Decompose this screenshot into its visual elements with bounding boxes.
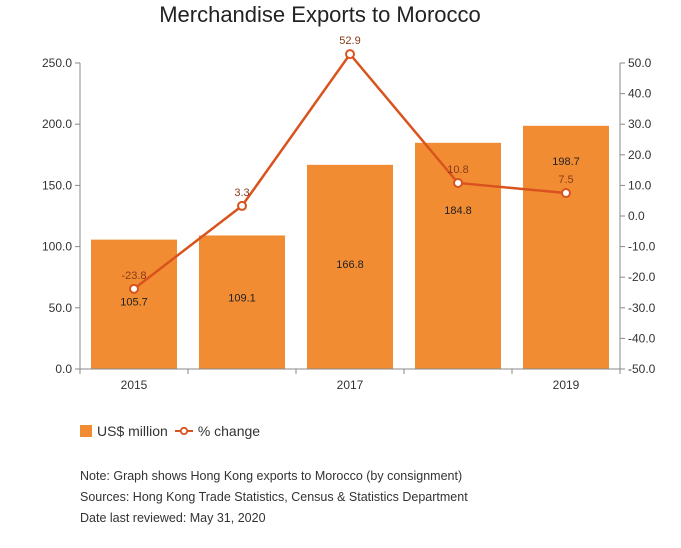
labels-layer: 105.7 109.1 166.8 184.8 198.7 -23.8 3.3 52.9 10.…	[120, 35, 580, 308]
right-tick-label: 50.0	[628, 56, 652, 70]
legend-line-swatch	[174, 426, 193, 436]
right-tick-label: 0.0	[628, 209, 645, 223]
left-tick-label: 250.0	[42, 56, 72, 70]
left-tick-label: 100.0	[42, 240, 72, 254]
legend-line-label: % change	[197, 423, 261, 439]
legend-item-bars[interactable]: US$ million	[80, 423, 168, 439]
left-tick-label: 50.0	[49, 301, 73, 315]
line-value-label: 7.5	[558, 174, 573, 186]
bar-value-label: 184.8	[444, 205, 472, 217]
note-line: Note: Graph shows Hong Kong exports to M…	[80, 469, 463, 483]
right-tick-label: -50.0	[628, 362, 656, 376]
right-tick-label: 20.0	[628, 148, 652, 162]
legend: US$ million % change	[80, 423, 266, 439]
right-tick-label: 30.0	[628, 117, 652, 131]
x-tick-label: 2017	[337, 378, 364, 392]
chart-title: Merchandise Exports to Morocco	[159, 2, 481, 27]
legend-bar-swatch	[80, 425, 92, 437]
line-value-label: 10.8	[447, 164, 468, 176]
bars-layer	[91, 125, 609, 369]
notes: Note: Graph shows Hong Kong exports to M…	[80, 466, 468, 529]
right-tick-label: -20.0	[628, 270, 656, 284]
right-tick-label: 10.0	[628, 178, 652, 192]
right-tick-label: -30.0	[628, 301, 656, 315]
line-value-label: 3.3	[234, 187, 249, 199]
bar-2016	[199, 235, 285, 369]
point-2015	[129, 283, 139, 294]
point-2019	[561, 188, 571, 199]
bar-value-label: 105.7	[120, 297, 148, 309]
point-2017	[345, 49, 355, 60]
legend-item-line[interactable]: % change	[174, 423, 260, 439]
point-2016	[237, 200, 247, 211]
x-tick-label: 2019	[553, 378, 580, 392]
bar-2017	[307, 164, 393, 369]
bar-value-label: 198.7	[552, 156, 580, 168]
left-tick-label: 0.0	[55, 362, 72, 376]
legend-bar-label: US$ million	[97, 423, 168, 439]
x-tick-label: 2015	[121, 378, 148, 392]
bar-2019	[523, 125, 609, 369]
right-tick-label: 40.0	[628, 87, 652, 101]
left-tick-label: 200.0	[42, 117, 72, 131]
bar-value-label: 166.8	[336, 259, 364, 271]
right-tick-label: -10.0	[628, 240, 656, 254]
left-tick-label: 150.0	[42, 178, 72, 192]
point-2018	[453, 177, 463, 188]
right-tick-label: -40.0	[628, 331, 656, 345]
line-value-label: 52.9	[339, 35, 360, 47]
bar-value-label: 109.1	[228, 292, 256, 304]
review-date-line: Date last reviewed: May 31, 2020	[80, 511, 266, 525]
bar-2018	[415, 142, 501, 369]
axes-layer: 0.0 50.0 100.0 150.0 200.0 250.0 -50.0 -40.0 -30…	[42, 56, 656, 392]
line-layer	[129, 49, 571, 294]
bar-2015	[91, 239, 177, 369]
chart-canvas: 0.0 50.0 100.0 150.0 200.0 250.0 -50.0 -40.0 -30…	[42, 35, 656, 392]
source-line: Sources: Hong Kong Trade Statistics, Cen…	[80, 490, 468, 504]
line-value-label: -23.8	[121, 270, 146, 282]
